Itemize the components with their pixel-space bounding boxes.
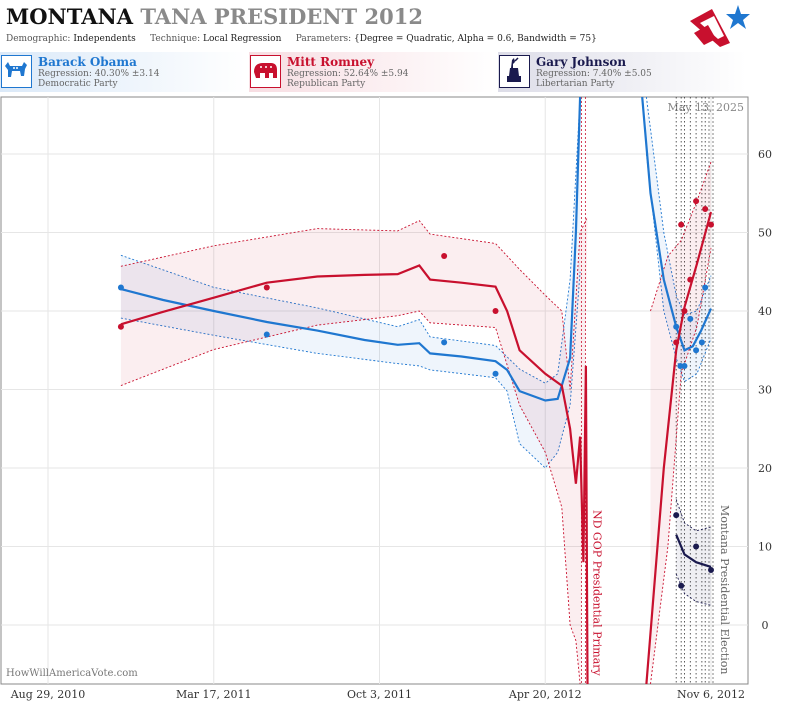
- obama-poll-point: [677, 362, 684, 369]
- donkey-icon: [1, 55, 32, 88]
- x-tick-label: Nov 6, 2012: [677, 688, 745, 701]
- romney-poll-point: [117, 323, 124, 330]
- obama-poll-point: [681, 362, 688, 369]
- obama-poll-point: [492, 370, 499, 377]
- plot-frame: [0, 96, 749, 685]
- johnson-poll-point: [708, 567, 714, 574]
- x-tick-label: Oct 3, 2011: [347, 688, 412, 701]
- romney-band: [120, 216, 588, 685]
- x-tick-label: Apr 20, 2012: [508, 688, 582, 701]
- candidate-party: Libertarian Party: [536, 79, 615, 89]
- obama-band: [120, 97, 581, 468]
- candidate-party: Democratic Party: [38, 79, 118, 89]
- romney-late-lower-bound: [650, 248, 712, 685]
- candidate-regression: Regression: 40.30% ±3.14: [38, 69, 160, 79]
- elephant-icon: [250, 55, 281, 88]
- technique-label: Technique:: [150, 34, 201, 44]
- johnson-poll-point: [693, 543, 700, 550]
- candidate-regression: Regression: 52.64% ±5.94: [287, 69, 409, 79]
- legend-johnson: Gary Johnson Regression: 7.40% ±5.05 Lib…: [498, 52, 746, 92]
- y-tick-label: 30: [758, 384, 772, 397]
- legend-obama: Barack Obama Regression: 40.30% ±3.14 De…: [0, 52, 246, 92]
- candidate-name: Barack Obama: [38, 55, 137, 69]
- y-tick-label: 50: [758, 227, 772, 240]
- poll-chart: Aug 29, 2010 Mar 17, 2011 Oct 3, 2011 Apr 2…: [0, 96, 772, 701]
- y-tick-label: 60: [758, 148, 772, 161]
- obama-poll-point: [702, 284, 709, 291]
- candidate-regression: Regression: 7.40% ±5.05: [536, 69, 652, 79]
- date-label: May 13, 2025: [667, 101, 744, 114]
- demographic-value: Independents: [73, 34, 136, 44]
- obama-poll-point: [693, 347, 700, 354]
- subtitle: Demographic: Independents Technique: Loc…: [6, 34, 597, 44]
- obama-trend-line: [120, 96, 582, 402]
- johnson-late-upper-bound: [675, 499, 712, 532]
- obama-trend-line-late: [641, 96, 713, 352]
- event-label: ND GOP Presidential Primary: [590, 510, 603, 677]
- obama-poll-point: [698, 339, 705, 346]
- technique-value: Local Regression: [203, 34, 282, 44]
- y-tick-label: 20: [758, 462, 772, 475]
- romney-poll-point: [678, 221, 685, 228]
- romney-poll-point: [673, 339, 680, 346]
- candidate-name: Mitt Romney: [287, 55, 375, 69]
- romney-poll-point: [441, 253, 448, 260]
- romney-poll-point: [263, 284, 270, 291]
- obama-poll-point: [117, 284, 124, 291]
- obama-late-lower-bound: [645, 153, 712, 383]
- legend-romney: Mitt Romney Regression: 52.64% ±5.94 Rep…: [249, 52, 495, 92]
- liberty-icon: [499, 55, 530, 88]
- romney-trend-line-late: [645, 211, 713, 685]
- x-tick-label: Aug 29, 2010: [10, 688, 86, 701]
- romney-trend-line: [120, 264, 589, 685]
- demographic-label: Demographic:: [6, 34, 71, 44]
- romney-upper-bound: [120, 216, 588, 390]
- obama-poll-point: [441, 339, 448, 346]
- romney-poll-point: [693, 198, 700, 205]
- johnson-poll-point: [673, 512, 680, 519]
- page-title: MONTANA TANA PRESIDENT 2012: [6, 4, 423, 29]
- obama-upper-bound: [120, 96, 581, 384]
- obama-late-band: [646, 97, 711, 382]
- parameters-label: Parameters:: [295, 34, 352, 44]
- johnson-late-band: [676, 499, 711, 606]
- y-tick-label: 0: [762, 619, 769, 632]
- obama-poll-point: [673, 323, 680, 330]
- event-label: Montana Presidential Election: [718, 505, 731, 674]
- romney-poll-point: [492, 308, 499, 314]
- romney-poll-point: [687, 276, 694, 283]
- romney-lower-bound: [120, 310, 581, 685]
- johnson-late-lower-bound: [675, 573, 712, 606]
- johnson-poll-point: [678, 582, 685, 589]
- candidate-party: Republican Party: [287, 79, 366, 89]
- romney-poll-point: [681, 308, 688, 314]
- title-state-repeat: TANA: [140, 4, 207, 29]
- obama-late-upper-bound: [645, 96, 712, 316]
- title-state: MONTANA: [6, 4, 133, 29]
- obama-poll-point: [263, 331, 270, 338]
- romney-poll-point: [708, 221, 714, 228]
- romney-late-band: [650, 161, 711, 684]
- title-rest: PRESIDENT 2012: [213, 4, 423, 29]
- site-logo-icon[interactable]: [686, 3, 752, 49]
- x-tick-label: Mar 17, 2011: [176, 688, 252, 701]
- parameters-value: {Degree = Quadratic, Alpha = 0.6, Bandwi…: [354, 34, 597, 44]
- y-tick-label: 10: [758, 541, 772, 554]
- johnson-trend-line-late: [675, 534, 712, 568]
- y-tick-label: 40: [758, 305, 772, 318]
- watermark-text: HowWillAmericaVote.com: [6, 668, 138, 679]
- romney-poll-point: [702, 205, 709, 212]
- obama-poll-point: [687, 315, 694, 322]
- candidate-name: Gary Johnson: [536, 55, 627, 69]
